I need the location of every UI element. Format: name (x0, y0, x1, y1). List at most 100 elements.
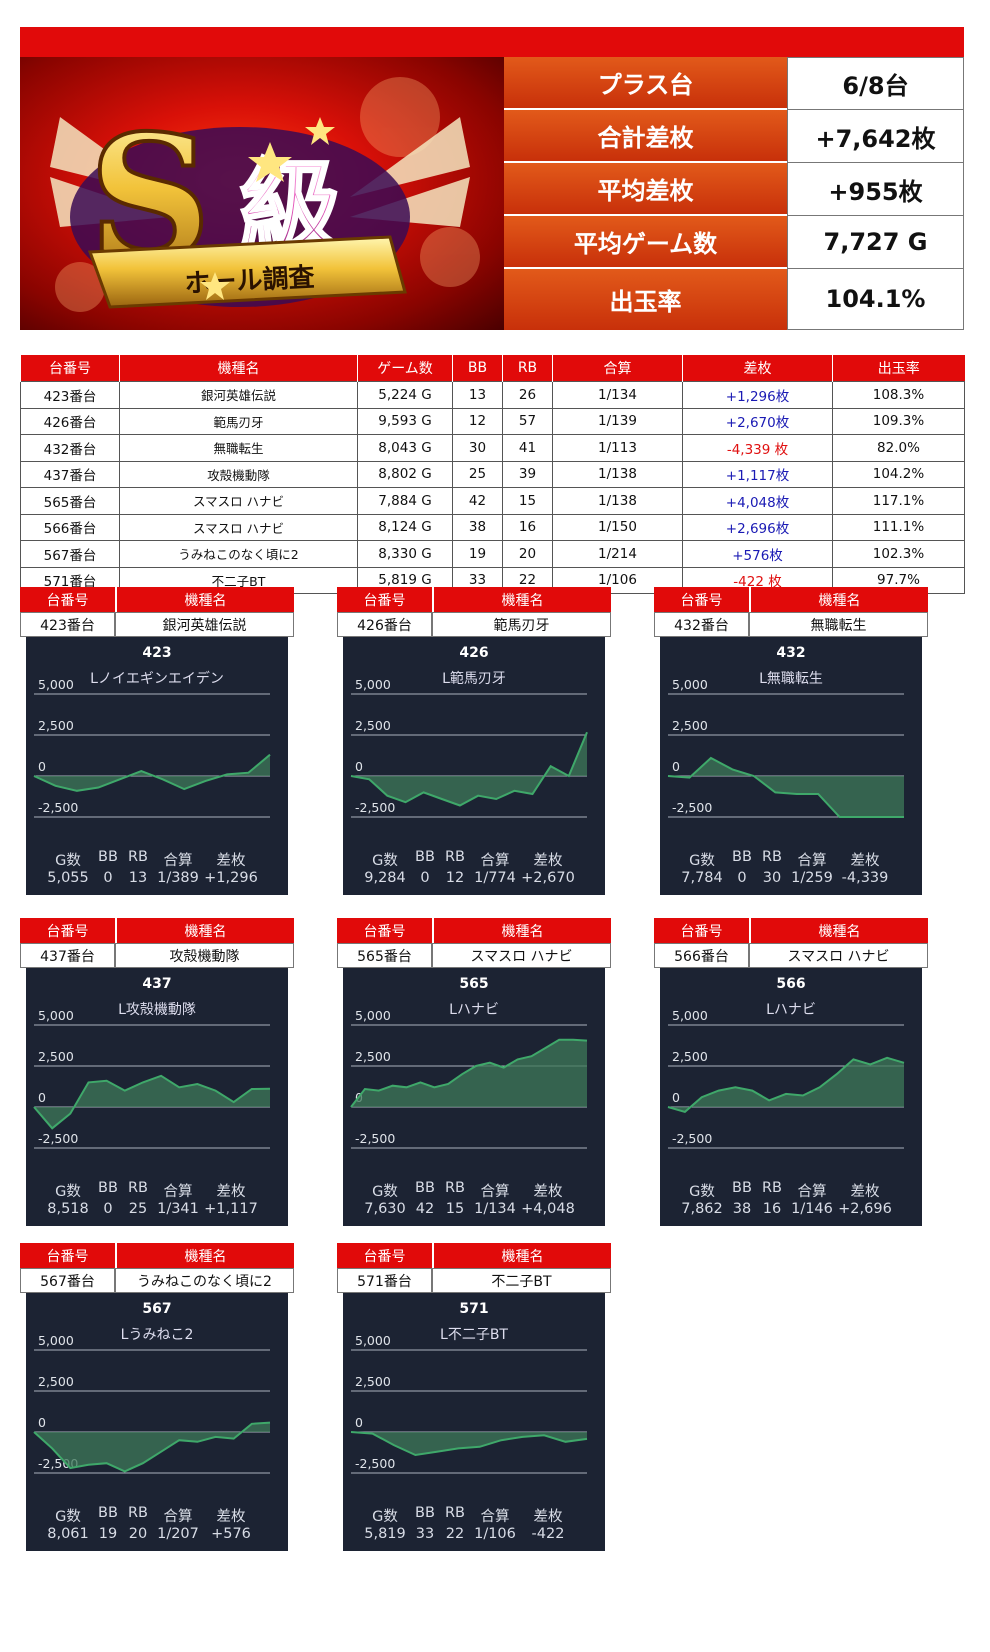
stat-header: 合算 (480, 853, 510, 869)
table-cell: 1/139 (552, 407, 683, 435)
card-header: 台番号 機種名 (20, 918, 294, 943)
card-machine-name: スマスロ ハナビ (749, 943, 928, 968)
stat-header: 差枚 (533, 1509, 563, 1525)
card-name-header: 機種名 (749, 587, 928, 612)
card-header: 台番号 機種名 (337, 587, 611, 612)
machine-card-426: 台番号 機種名 426番台 範馬刃牙 5,000 2,500 0 -2,500 426 L範馬刃牙… (337, 587, 611, 912)
summary-label: 合計差枚 (504, 110, 787, 163)
chart-subtitle: L範馬刃牙 (442, 671, 506, 687)
stat-header: G数 (689, 1184, 715, 1200)
chart-panel: 5,000 2,500 0 -2,500 423 Lノイエギンエイデン G数 5,055 BB 0… (26, 637, 288, 895)
col-header: 合算 (552, 355, 683, 382)
y-tick-label: 2,500 (355, 1374, 391, 1389)
card-name-header: 機種名 (115, 587, 294, 612)
stat-value: 1/134 (474, 1201, 516, 1217)
stat-value: +1,296 (204, 870, 258, 886)
card-name-header: 機種名 (115, 1243, 294, 1268)
card-id-header: 台番号 (20, 1243, 115, 1268)
summary-label: 平均ゲーム数 (504, 216, 787, 269)
stat-header: BB (415, 1505, 435, 1521)
table-cell: 565番台 (20, 487, 120, 515)
card-header: 台番号 機種名 (20, 1243, 294, 1268)
chart-title: 432 (776, 645, 806, 661)
balance-area (351, 1432, 587, 1455)
card-id-header: 台番号 (654, 587, 749, 612)
y-tick-label: -2,500 (38, 800, 78, 815)
stat-value: +1,117 (204, 1201, 258, 1217)
card-subheader: 437番台 攻殻機動隊 (20, 943, 294, 968)
card-id: 437番台 (20, 943, 115, 968)
stat-header: G数 (372, 1184, 398, 1200)
summary-label: 平均差枚 (504, 163, 787, 216)
card-id-header: 台番号 (654, 918, 749, 943)
card-subheader: 423番台 銀河英雄伝説 (20, 612, 294, 637)
chart-title: 567 (142, 1301, 172, 1317)
machine-card-432: 台番号 機種名 432番台 無職転生 5,000 2,500 0 -2,500 432 L無職転生… (654, 587, 928, 912)
table-cell: 111.1% (832, 513, 965, 541)
stat-value: -4,339 (841, 870, 889, 886)
stat-header: 差枚 (216, 1509, 246, 1525)
col-header: 機種名 (119, 355, 358, 382)
summary-label: 出玉率 (504, 269, 787, 330)
table-cell: 1/138 (552, 487, 683, 515)
stat-value: +2,670 (521, 870, 575, 886)
stat-header: G数 (55, 1184, 81, 1200)
card-id-header: 台番号 (337, 1243, 432, 1268)
table-cell: 1/134 (552, 381, 683, 409)
y-tick-label: 0 (672, 759, 680, 774)
table-cell: 無職転生 (119, 434, 358, 462)
chart-subtitle: L不二子BT (440, 1327, 508, 1343)
stat-value: 5,055 (47, 870, 89, 886)
chart-panel: 5,000 2,500 0 -2,500 571 L不二子BT G数 5,819 BB 33 RB 2… (343, 1293, 605, 1551)
table-cell: 8,330 G (357, 540, 453, 568)
stat-header: 差枚 (216, 853, 246, 869)
y-tick-label: 0 (355, 759, 363, 774)
balance-area (668, 1057, 904, 1112)
table-cell: +2,670枚 (682, 407, 833, 435)
chart-stats: G数 5,819 BB 33 RB 22 合算 1/106 差枚 -422 (343, 1505, 605, 1549)
stat-value: +4,048 (521, 1201, 575, 1217)
stat-value: 38 (732, 1201, 752, 1217)
table-row: 423番台 銀河英雄伝説 5,224 G 13 26 1/134 +1,296枚 108.3% (20, 381, 965, 409)
summary-value: 104.1% (787, 269, 964, 330)
stat-header: RB (761, 1180, 783, 1196)
y-tick-label: -2,500 (355, 1131, 395, 1146)
stat-value: 7,630 (364, 1201, 406, 1217)
y-tick-label: -2,500 (355, 1456, 395, 1471)
card-machine-name: うみねこのなく頃に2 (115, 1268, 294, 1293)
balance-chart: 5,000 2,500 0 -2,500 (350, 677, 588, 818)
chart-stats: G数 5,055 BB 0 RB 13 合算 1/389 差枚 +1,296 (26, 849, 288, 893)
y-tick-label: 2,500 (355, 718, 391, 733)
y-tick-label: 0 (38, 1090, 46, 1105)
card-machine-name: 銀河英雄伝説 (115, 612, 294, 637)
y-tick-label: 5,000 (355, 1333, 391, 1348)
table-row: 566番台 スマスロ ハナビ 8,124 G 38 16 1/150 +2,696枚 111.… (20, 513, 965, 541)
summary-row-plus: プラス台 6/8台 (504, 57, 964, 110)
table-row: 437番台 攻殻機動隊 8,802 G 25 39 1/138 +1,117枚 104.2% (20, 460, 965, 488)
card-name-header: 機種名 (432, 1243, 611, 1268)
stat-header: BB (98, 1180, 118, 1196)
chart-title: 571 (459, 1301, 489, 1317)
stat-header: RB (444, 1505, 466, 1521)
table-cell: 567番台 (20, 540, 120, 568)
stat-value: 1/106 (474, 1526, 516, 1542)
stat-header: 差枚 (216, 1184, 246, 1200)
table-cell: 9,593 G (357, 407, 453, 435)
stat-value: 1/259 (791, 870, 833, 886)
chart-panel: 5,000 2,500 0 -2,500 566 Lハナビ G数 7,862 BB 38 RB 16 合… (660, 968, 922, 1226)
table-cell: 26 (502, 381, 553, 409)
table-cell: 437番台 (20, 460, 120, 488)
stat-value: 12 (445, 870, 465, 886)
table-cell: 1/106 (552, 566, 683, 594)
banner-art: S 級 ホール調査 (50, 77, 480, 312)
table-cell: 426番台 (20, 407, 120, 435)
card-id-header: 台番号 (337, 587, 432, 612)
table-cell: 109.3% (832, 407, 965, 435)
y-tick-label: 2,500 (38, 718, 74, 733)
y-tick-label: 2,500 (38, 1049, 74, 1064)
col-header: BB (452, 355, 503, 382)
stat-value: 15 (445, 1201, 465, 1217)
y-tick-label: 2,500 (355, 1049, 391, 1064)
chart-stats: G数 7,630 BB 42 RB 15 合算 1/134 差枚 +4,048 (343, 1180, 605, 1224)
